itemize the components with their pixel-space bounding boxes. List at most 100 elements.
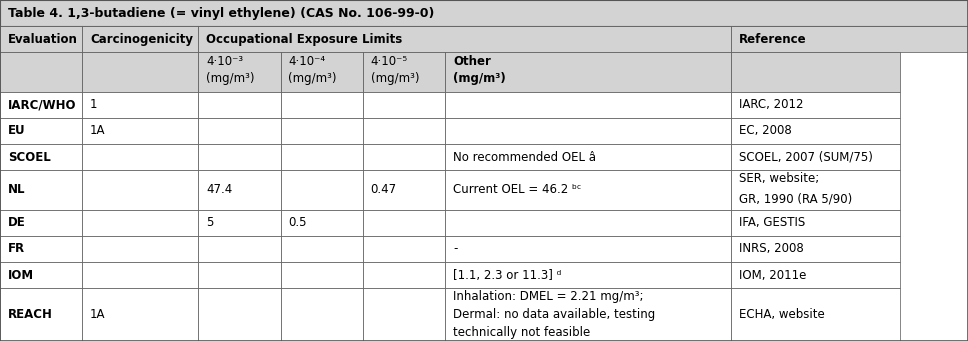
Bar [0,26,82,53]
Bar [731,144,900,170]
Text: Occupational Exposure Limits: Occupational Exposure Limits [206,33,403,46]
Bar [82,26,198,53]
Text: INRS, 2008: INRS, 2008 [739,242,803,255]
Text: Inhalation: DMEL = 2.21 mg/m³;: Inhalation: DMEL = 2.21 mg/m³; [453,290,644,302]
Bar [445,92,731,118]
Text: Table 4. 1,3-butadiene (= vinyl ethylene) (CAS No. 106-99-0): Table 4. 1,3-butadiene (= vinyl ethylene… [8,6,434,19]
Bar [0,170,82,210]
Text: technically not feasible: technically not feasible [453,326,590,339]
Bar [731,288,900,341]
Text: SCOEL, 2007 (SUM/75): SCOEL, 2007 (SUM/75) [739,151,872,164]
Bar [731,236,900,262]
Bar [445,53,731,92]
Text: EC, 2008: EC, 2008 [739,124,791,137]
Bar [281,210,363,236]
Bar [363,210,445,236]
Bar [82,288,198,341]
Bar [731,210,900,236]
Text: ECHA, website: ECHA, website [739,308,825,321]
Bar [0,0,968,26]
Text: 4·10⁻⁴: 4·10⁻⁴ [288,55,325,68]
Text: (mg/m³): (mg/m³) [206,72,255,85]
Text: EU: EU [8,124,25,137]
Bar [281,92,363,118]
Text: GR, 1990 (RA 5/90): GR, 1990 (RA 5/90) [739,192,852,205]
Text: Carcinogenicity: Carcinogenicity [90,33,193,46]
Bar [198,92,281,118]
Bar [445,118,731,144]
Bar [445,170,731,210]
Bar [731,118,900,144]
Bar [731,26,968,53]
Text: IFA, GESTIS: IFA, GESTIS [739,216,804,229]
Text: SCOEL: SCOEL [8,151,50,164]
Bar [445,288,731,341]
Text: [1.1, 2.3 or 11.3] ᵈ: [1.1, 2.3 or 11.3] ᵈ [453,269,561,282]
Text: 1A: 1A [90,308,106,321]
Bar [82,118,198,144]
Bar [363,262,445,288]
Bar [363,53,445,92]
Bar [0,118,82,144]
Bar [281,53,363,92]
Bar [82,262,198,288]
Text: 1: 1 [90,98,98,111]
Text: IARC/WHO: IARC/WHO [8,98,76,111]
Bar [198,144,281,170]
Text: 1A: 1A [90,124,106,137]
Text: REACH: REACH [8,308,52,321]
Bar [363,144,445,170]
Bar [281,118,363,144]
Text: (mg/m³): (mg/m³) [371,72,419,85]
Bar [198,170,281,210]
Bar [731,170,900,210]
Bar [445,210,731,236]
Bar [445,262,731,288]
Text: (mg/m³): (mg/m³) [453,72,505,85]
Bar [198,118,281,144]
Text: Reference: Reference [739,33,806,46]
Bar [198,53,281,92]
Text: Evaluation: Evaluation [8,33,77,46]
Bar [445,144,731,170]
Bar [0,53,82,92]
Text: No recommended OEL â: No recommended OEL â [453,151,596,164]
Text: Dermal: no data available, testing: Dermal: no data available, testing [453,308,655,321]
Text: IOM: IOM [8,269,34,282]
Bar [0,262,82,288]
Text: FR: FR [8,242,25,255]
Bar [82,144,198,170]
Text: NL: NL [8,183,25,196]
Text: 47.4: 47.4 [206,183,232,196]
Bar [281,144,363,170]
Text: -: - [453,242,458,255]
Text: 4·10⁻³: 4·10⁻³ [206,55,243,68]
Bar [445,236,731,262]
Bar [82,170,198,210]
Bar [363,236,445,262]
Bar [0,236,82,262]
Bar [281,262,363,288]
Bar [82,53,198,92]
Text: IOM, 2011e: IOM, 2011e [739,269,806,282]
Text: 0.5: 0.5 [288,216,307,229]
Bar [198,262,281,288]
Bar [281,236,363,262]
Bar [198,288,281,341]
Bar [82,92,198,118]
Text: 4·10⁻⁵: 4·10⁻⁵ [371,55,408,68]
Bar [0,210,82,236]
Text: IARC, 2012: IARC, 2012 [739,98,803,111]
Bar [0,144,82,170]
Text: DE: DE [8,216,25,229]
Text: Other: Other [453,55,491,68]
Bar [281,288,363,341]
Bar [363,92,445,118]
Bar [0,288,82,341]
Bar [731,262,900,288]
Bar [363,170,445,210]
Bar [363,288,445,341]
Text: SER, website;: SER, website; [739,173,819,186]
Bar [281,170,363,210]
Text: 5: 5 [206,216,214,229]
